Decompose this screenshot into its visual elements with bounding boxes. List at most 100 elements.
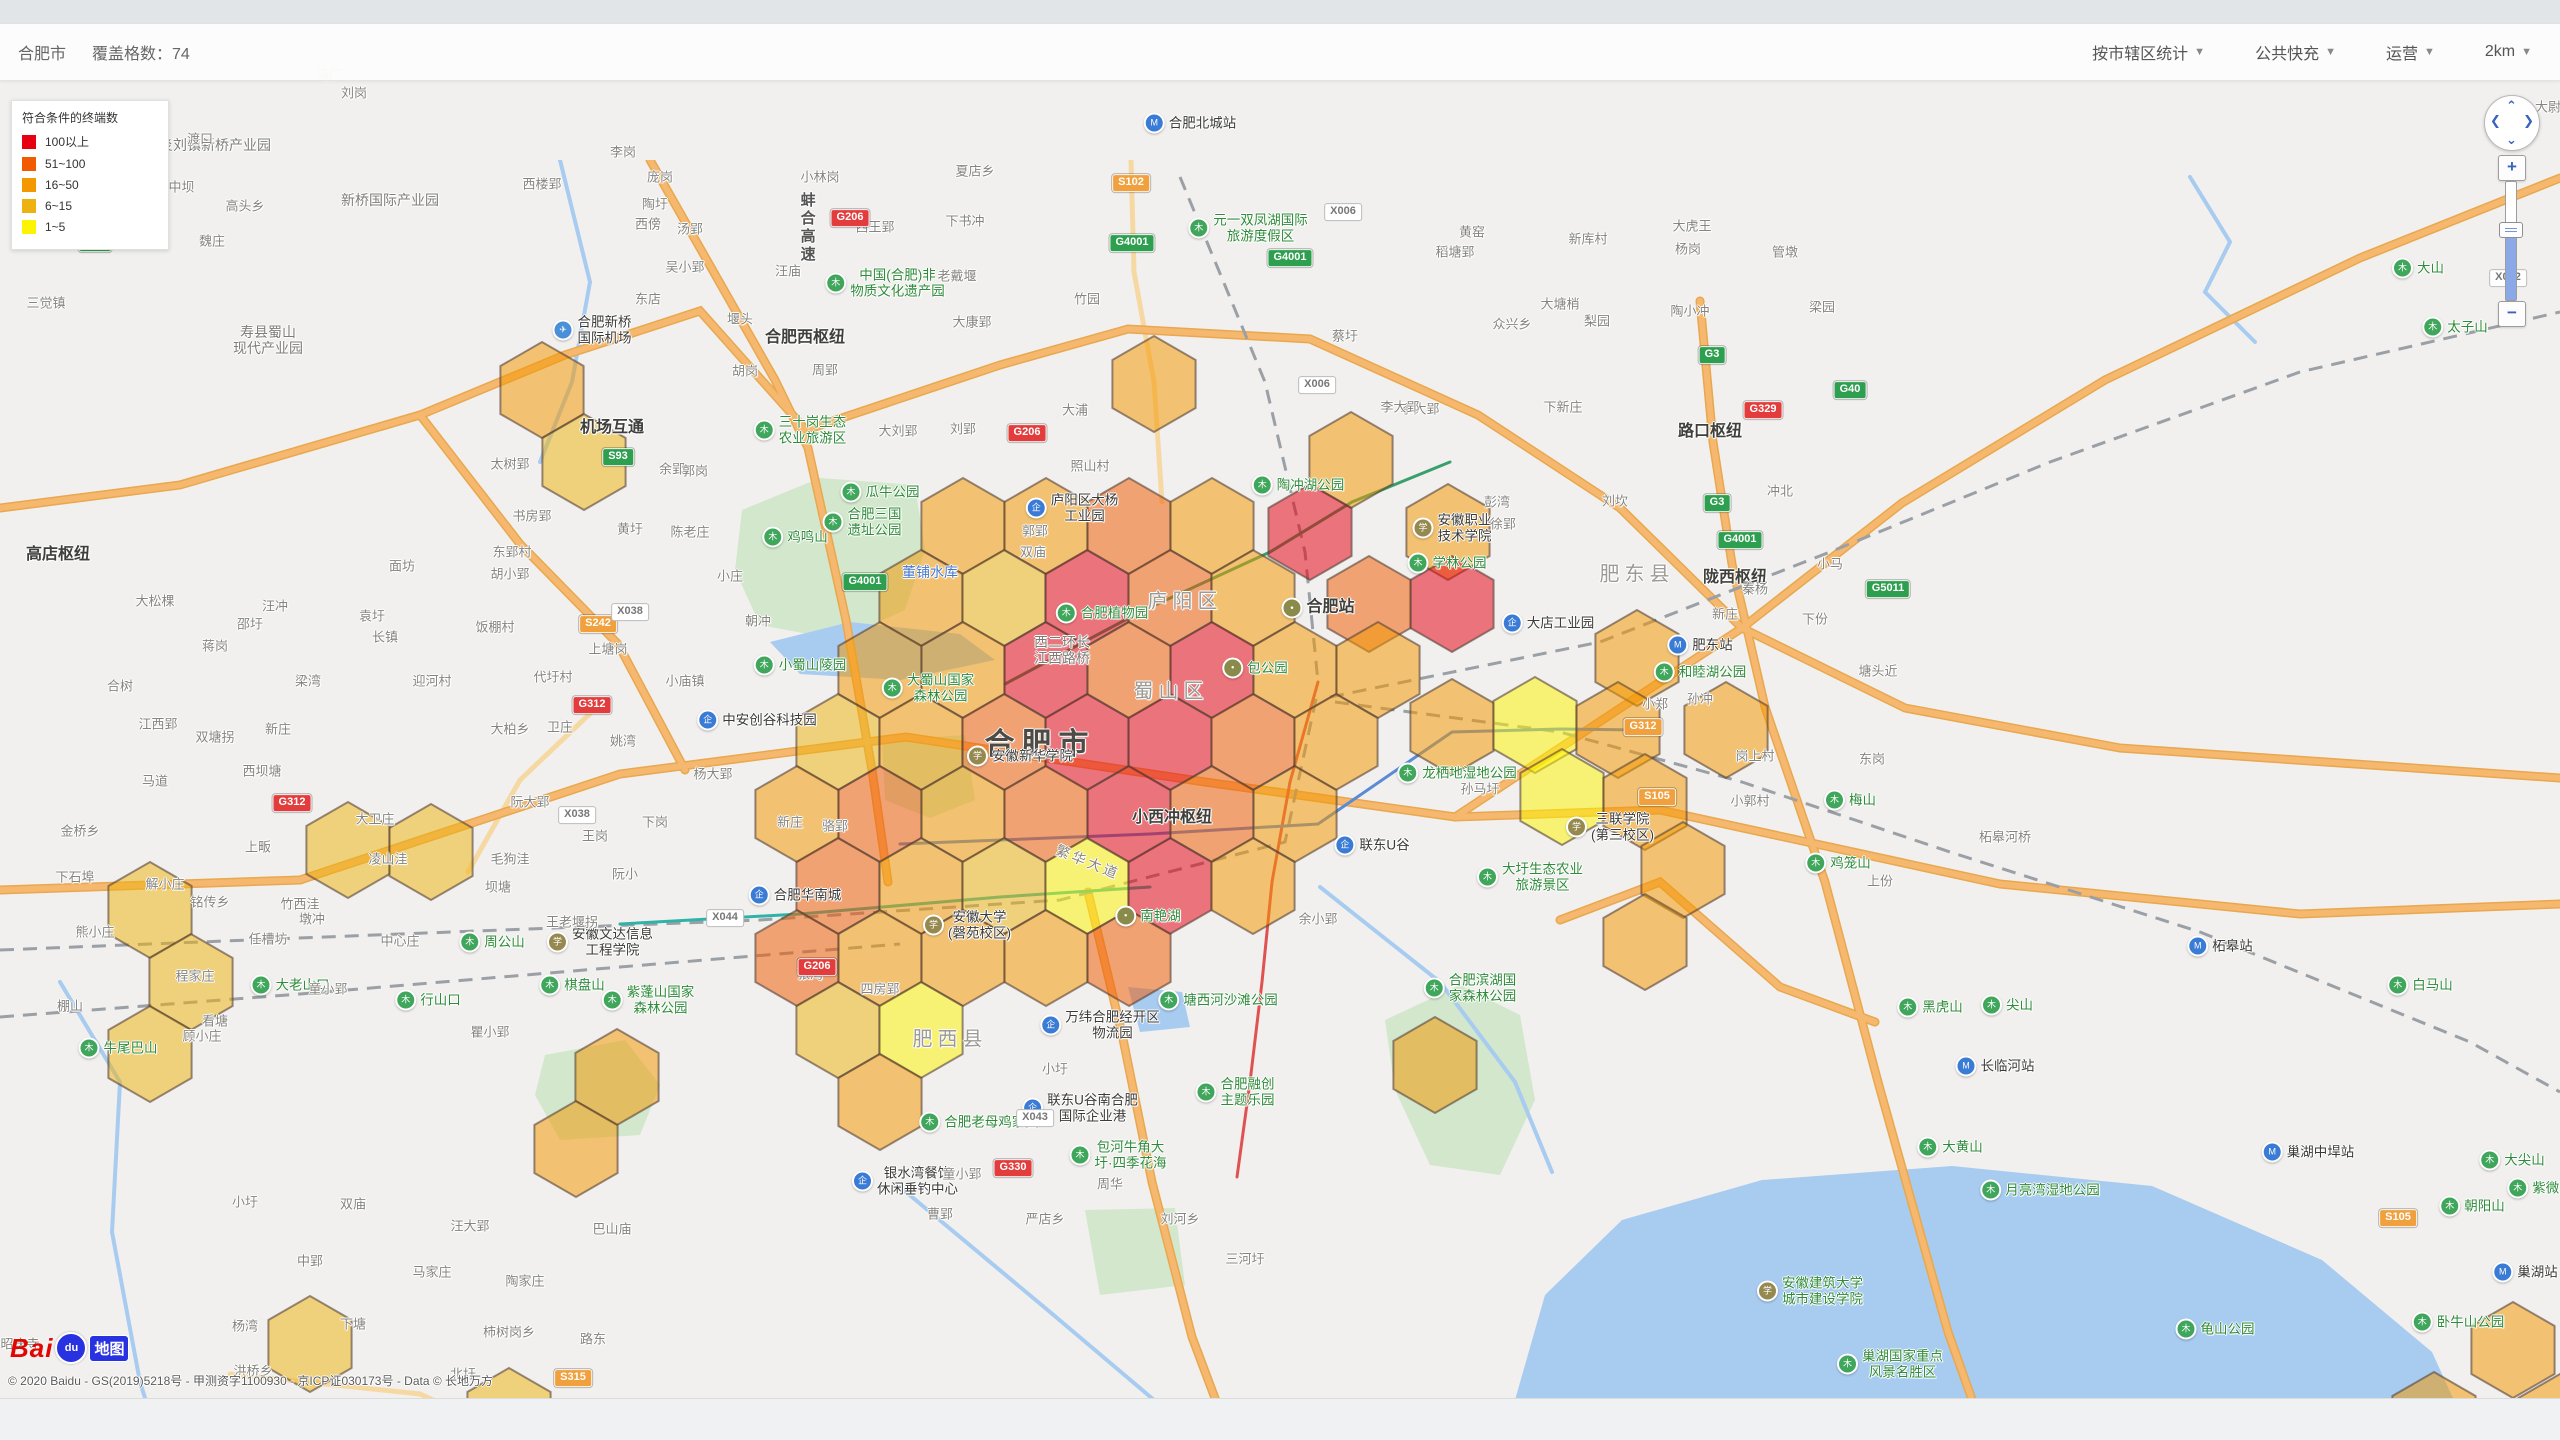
poi-label[interactable]: •南艳湖 [1115, 906, 1181, 927]
pan-control[interactable]: ⌃ ⌄ ❮ ❯ [2484, 95, 2540, 151]
map-canvas[interactable]: 合肥市庐阳区蜀山区肥西县肥东县合肥西枢纽机场互通陇西枢纽路口枢纽小西冲枢纽高店枢… [0, 80, 2560, 1398]
pan-left-icon[interactable]: ❮ [2490, 113, 2501, 129]
place-label: 黄窑 [1459, 226, 1485, 241]
poi-label[interactable]: 木巢湖国家重点风景名胜区 [1837, 1348, 1943, 1379]
poi-label[interactable]: 木紫微洞 [2507, 1178, 2560, 1199]
grid-size-dropdown[interactable]: 2km▼ [2479, 42, 2538, 62]
poi-label[interactable]: 木中国(合肥)非物质文化遗产园 [825, 267, 945, 298]
pan-down-icon[interactable]: ⌄ [2506, 132, 2517, 148]
poi-label[interactable]: 木牛尾巴山 [79, 1038, 158, 1059]
poi-label[interactable]: 木小蜀山陵园 [754, 655, 847, 676]
poi-label[interactable]: 木合肥滨湖国家森林公园 [1424, 972, 1517, 1003]
zoom-slider-track[interactable] [2505, 181, 2517, 301]
place-label: 陶小冲 [1670, 305, 1709, 320]
poi-label[interactable]: 木和睦湖公园 [1654, 662, 1747, 683]
airport-icon: ✈ [553, 320, 574, 341]
poi-label[interactable]: 学安徽职业技术学院 [1413, 512, 1492, 543]
place-label: 西傍 [635, 218, 661, 233]
poi-label[interactable]: 木陶冲湖公园 [1252, 475, 1345, 496]
school-icon: 学 [923, 915, 944, 936]
place-label: 刘岗 [341, 87, 367, 102]
road-number-badge: G3 [1699, 346, 1726, 364]
poi-label[interactable]: M柘皋站 [2187, 936, 2253, 957]
place-label: 上份 [1867, 875, 1893, 890]
poi-label[interactable]: 木月亮湾湿地公园 [1980, 1180, 2100, 1201]
zoom-out-button[interactable]: − [2498, 301, 2526, 327]
place-label: 魏庄 [199, 235, 225, 250]
pan-up-icon[interactable]: ⌃ [2506, 98, 2517, 114]
poi-label[interactable]: 企万纬合肥经开区物流园 [1040, 1009, 1160, 1040]
road-number-badge: G206 [831, 209, 870, 227]
poi-label[interactable]: ✈合肥新桥国际机场 [553, 314, 632, 345]
place-label: 下份 [1802, 613, 1828, 628]
place-label: 大刘郢 [878, 425, 917, 440]
legend-swatch-orange [22, 178, 36, 192]
poi-label[interactable]: 木紫蓬山国家森林公园 [602, 984, 695, 1015]
poi-label[interactable]: 木大山 [2392, 258, 2444, 279]
poi-label[interactable]: 木塘西河沙滩公园 [1158, 990, 1278, 1011]
poi-label[interactable]: 木尖山 [1981, 995, 2033, 1016]
poi-label[interactable]: 学安徽文达信息工程学院 [547, 926, 653, 957]
poi-label[interactable]: 木鸡鸣山 [762, 527, 828, 548]
place-label: 双庙 [340, 1198, 366, 1213]
place-label: 蚌合高速 [798, 192, 815, 264]
poi-label[interactable]: 木合肥植物园 [1056, 603, 1149, 624]
road-number-badge: G206 [798, 958, 837, 976]
public-fast-charge-dropdown[interactable]: 公共快充▼ [2249, 39, 2342, 65]
poi-label[interactable]: 木梅山 [1824, 790, 1876, 811]
place-label: 新庄 [1712, 608, 1738, 623]
place-label: 童小郢 [308, 983, 347, 998]
poi-label[interactable]: 木太子山 [2422, 317, 2488, 338]
poi-label[interactable]: 木鸡笼山 [1805, 853, 1871, 874]
district-stats-dropdown[interactable]: 按市辖区统计▼ [2086, 39, 2211, 65]
poi-label[interactable]: 学安徽大学(磬苑校区) [923, 909, 1011, 940]
poi-label[interactable]: 木卧牛山公园 [2412, 1312, 2505, 1333]
place-label: 小庙镇 [665, 675, 704, 690]
poi-label[interactable]: 木棋盘山 [539, 975, 605, 996]
park-icon: 木 [2412, 1312, 2433, 1333]
zoom-in-button[interactable]: + [2498, 155, 2526, 181]
poi-label[interactable]: 企中安创谷科技园 [697, 710, 817, 731]
zoom-slider-handle[interactable] [2499, 222, 2523, 238]
station-icon: M [1667, 635, 1688, 656]
poi-label[interactable]: 木瓜牛公园 [841, 482, 920, 503]
place-label: 新庄 [265, 723, 291, 738]
poi-label[interactable]: 木合肥融创主题乐园 [1196, 1076, 1275, 1107]
poi-label[interactable]: M肥东站 [1667, 635, 1733, 656]
coverage-count: 覆盖格数：74 [92, 40, 190, 64]
poi-label[interactable]: M合肥北城站 [1144, 113, 1237, 134]
place-label: 大康郢 [952, 316, 991, 331]
baidu-maps-logo[interactable]: Bai du 地图 [10, 1332, 129, 1364]
poi-label[interactable]: 木元一双凤湖国际旅游度假区 [1188, 212, 1308, 243]
poi-label[interactable]: •包公园 [1222, 658, 1288, 679]
poi-label[interactable]: M长临河站 [1956, 1056, 2035, 1077]
poi-label[interactable]: 企合肥华南城 [749, 885, 842, 906]
pan-right-icon[interactable]: ❯ [2523, 113, 2534, 129]
poi-label[interactable]: 木大圩生态农业旅游景区 [1477, 861, 1583, 892]
poi-label[interactable]: M巢湖中垾站 [2262, 1142, 2355, 1163]
poi-label[interactable]: 木大尖山 [2479, 1150, 2545, 1171]
operation-dropdown[interactable]: 运营▼ [2380, 39, 2441, 65]
poi-label[interactable]: 木合肥三国遗址公园 [823, 506, 902, 537]
poi-label[interactable]: 木大蜀山国家森林公园 [882, 672, 975, 703]
poi-label[interactable]: 木大黄山 [1917, 1137, 1983, 1158]
poi-label[interactable]: 企大店工业园 [1502, 613, 1595, 634]
poi-label[interactable]: M巢湖站 [2492, 1262, 2558, 1283]
park-icon: 木 [825, 273, 846, 294]
poi-label[interactable]: 木黑虎山 [1897, 997, 1963, 1018]
poi-label[interactable]: 木三十岗生态农业旅游区 [754, 414, 847, 445]
poi-label[interactable]: 木学林公园 [1408, 553, 1487, 574]
poi-label[interactable]: 木龙栖地湿地公园 [1397, 763, 1517, 784]
poi-label[interactable]: 木白马山 [2387, 975, 2453, 996]
poi-label[interactable]: 企庐阳区大杨工业园 [1026, 492, 1119, 523]
poi-label[interactable]: 木行山口 [395, 990, 461, 1011]
poi-label[interactable]: 企联东U谷 [1334, 835, 1409, 856]
poi-label[interactable]: 学安徽建筑大学城市建设学院 [1757, 1275, 1863, 1306]
poi-label[interactable]: 学安徽新华学院 [967, 746, 1073, 767]
place-label: 东店 [635, 293, 661, 308]
poi-label[interactable]: 木周公山 [459, 932, 525, 953]
poi-label[interactable]: 木朝阳山 [2439, 1196, 2505, 1217]
poi-label[interactable]: 木龟山公园 [2176, 1319, 2255, 1340]
poi-label[interactable]: 学三联学院(第三校区) [1566, 811, 1654, 842]
poi-label[interactable]: 木包河牛角大圩·四季花海 [1070, 1139, 1167, 1170]
